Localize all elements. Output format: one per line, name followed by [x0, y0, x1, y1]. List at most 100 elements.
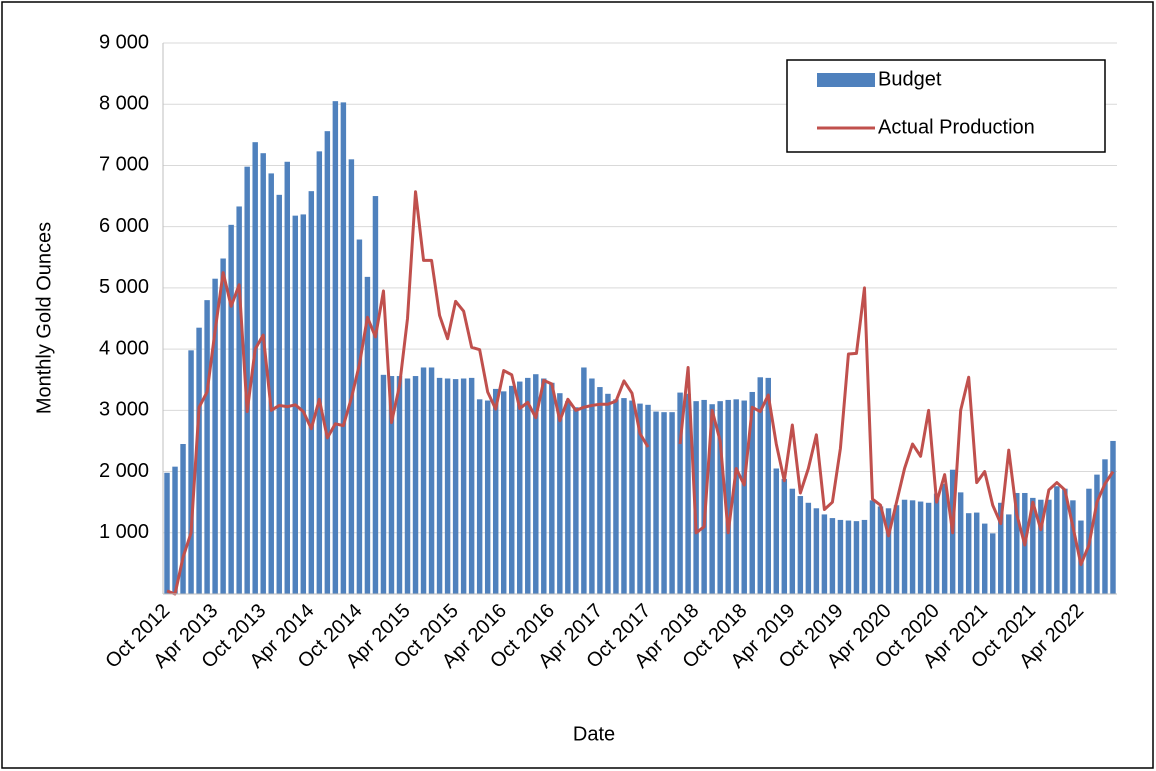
bar [653, 411, 659, 594]
bar [973, 512, 980, 594]
y-tick-label: 1 000 [99, 521, 149, 543]
bar [324, 131, 331, 594]
bar [597, 387, 603, 594]
bar [252, 142, 258, 594]
bar [781, 478, 788, 594]
y-tick-label: 2 000 [99, 460, 149, 482]
bar [669, 412, 675, 594]
bar [765, 377, 771, 594]
y-tick-label: 3 000 [99, 399, 149, 421]
bar [629, 400, 635, 594]
bar [909, 500, 916, 594]
bar [829, 518, 836, 594]
bar [212, 278, 218, 594]
y-tick-label: 4 000 [99, 337, 149, 359]
bar [877, 506, 884, 594]
bar [677, 392, 683, 594]
bar [364, 276, 371, 594]
bar [436, 377, 443, 594]
bar [613, 399, 619, 594]
bar [589, 378, 595, 594]
bar [605, 393, 611, 594]
bar [444, 378, 451, 594]
legend-label: Actual Production [878, 116, 1035, 138]
legend-swatch [817, 73, 875, 87]
bar [380, 374, 387, 594]
bar [509, 385, 515, 594]
bar [1062, 488, 1068, 594]
bar [709, 404, 715, 594]
bar [533, 374, 539, 594]
bar [757, 377, 763, 594]
y-tick-label: 5 000 [99, 276, 149, 298]
bar [188, 350, 194, 594]
bar [428, 367, 435, 594]
bar [525, 377, 531, 594]
bar [396, 376, 403, 594]
x-axis-title: Date [573, 723, 615, 745]
bar [1006, 514, 1012, 594]
bar [204, 300, 210, 594]
bar [244, 166, 250, 594]
bar [476, 399, 483, 594]
bar [420, 367, 427, 594]
bar [300, 214, 307, 594]
bar [861, 519, 868, 594]
bar [717, 401, 723, 594]
bar [725, 399, 731, 594]
bar [196, 327, 202, 594]
bar [805, 502, 812, 594]
bar [1078, 520, 1084, 594]
bar [797, 496, 804, 594]
bar [452, 379, 459, 594]
bar [821, 514, 828, 594]
bar [933, 493, 940, 594]
y-axis-title: Monthly Gold Ounces [33, 222, 55, 414]
bar [284, 161, 290, 594]
bar [941, 483, 948, 594]
bar [741, 400, 747, 594]
bar [1070, 500, 1076, 594]
bar [645, 404, 651, 594]
bar [981, 523, 988, 594]
bar [1038, 499, 1044, 594]
bar [348, 159, 355, 595]
bar [180, 444, 186, 594]
bar [316, 151, 323, 594]
bar [236, 206, 242, 595]
bar [853, 521, 860, 594]
bar [500, 391, 507, 594]
bar [492, 388, 499, 594]
bar [893, 505, 900, 594]
bar [268, 173, 274, 595]
bar [637, 403, 643, 594]
bar [1046, 499, 1052, 594]
legend-label: Budget [878, 68, 942, 90]
line [166, 190, 1115, 596]
bar [228, 224, 234, 594]
bar [917, 501, 924, 594]
bar [460, 378, 467, 594]
bar [517, 381, 523, 594]
y-tick-label: 6 000 [99, 215, 149, 237]
bar [172, 466, 178, 594]
bar [565, 401, 571, 594]
bar [356, 239, 363, 595]
bar [693, 401, 699, 594]
bar [885, 508, 892, 594]
bar [845, 520, 852, 594]
bar [837, 519, 844, 594]
y-tick-label: 8 000 [99, 93, 149, 115]
bar [661, 412, 667, 594]
bar [1110, 440, 1116, 594]
bar [557, 393, 563, 594]
bar [1102, 459, 1108, 594]
bar [789, 488, 796, 594]
bar [1014, 492, 1020, 594]
bar [621, 398, 627, 594]
bar [733, 399, 739, 594]
bar [549, 382, 555, 594]
bar [685, 393, 691, 594]
bar [998, 502, 1004, 594]
